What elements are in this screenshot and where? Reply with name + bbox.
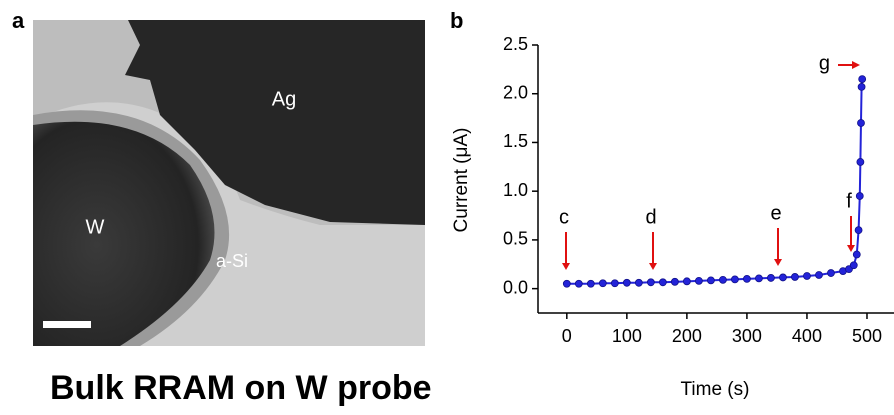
y-tick-label: 0.0 bbox=[503, 277, 528, 297]
w-tip bbox=[33, 121, 215, 347]
data-point bbox=[670, 277, 679, 286]
data-point bbox=[815, 271, 823, 279]
panel-label: b bbox=[450, 8, 463, 33]
data-point bbox=[755, 274, 763, 283]
data-point bbox=[743, 274, 751, 283]
data-point bbox=[562, 279, 571, 288]
data-point bbox=[803, 272, 811, 280]
annotation-arrowhead bbox=[852, 61, 860, 69]
data-point bbox=[682, 277, 691, 286]
data-point bbox=[586, 279, 595, 288]
x-axis-label: Time (s) bbox=[681, 379, 750, 400]
annotation-label: d bbox=[645, 206, 656, 228]
x-tick-label: 0 bbox=[562, 326, 572, 346]
data-point bbox=[856, 158, 865, 166]
annotation-arrowhead bbox=[774, 259, 782, 266]
data-point bbox=[598, 279, 607, 288]
annotation-arrowhead bbox=[649, 263, 657, 270]
data-point bbox=[622, 278, 631, 287]
annotation-label: g bbox=[819, 52, 830, 74]
x-tick-label: 500 bbox=[852, 326, 882, 346]
annotation-label: f bbox=[846, 190, 852, 212]
data-point bbox=[791, 273, 799, 281]
data-line bbox=[566, 79, 864, 285]
x-tick-label: 200 bbox=[672, 326, 702, 346]
data-point bbox=[719, 275, 727, 284]
tem-image: Ag W a-Si bbox=[33, 20, 425, 347]
data-point bbox=[857, 83, 866, 91]
x-tick-label: 100 bbox=[612, 326, 642, 346]
data-point bbox=[694, 276, 703, 285]
data-point bbox=[858, 75, 867, 84]
annotation-label: c bbox=[559, 206, 569, 228]
x-tick-label: 300 bbox=[732, 326, 762, 346]
data-point bbox=[574, 279, 583, 288]
data-point bbox=[852, 250, 861, 259]
y-tick-label: 0.5 bbox=[503, 229, 528, 249]
image-label: W bbox=[86, 216, 105, 238]
data-point bbox=[731, 275, 739, 284]
caption: Bulk RRAM on W probe bbox=[50, 369, 432, 407]
data-point bbox=[857, 119, 865, 127]
data-point bbox=[779, 273, 787, 282]
image-label: a-Si bbox=[216, 251, 248, 271]
data-point bbox=[849, 261, 858, 270]
y-tick-label: 2.0 bbox=[503, 82, 528, 102]
data-point bbox=[610, 279, 619, 288]
data-point bbox=[827, 269, 835, 277]
data-point bbox=[854, 226, 863, 235]
scale-bar bbox=[43, 321, 91, 328]
y-tick-label: 1.5 bbox=[503, 131, 528, 151]
y-axis-label: Current (μA) bbox=[451, 128, 472, 233]
data-point bbox=[634, 278, 643, 287]
panel-label: a bbox=[12, 8, 25, 33]
annotation-label: e bbox=[770, 202, 781, 224]
annotation-arrowhead bbox=[562, 263, 570, 270]
data-point bbox=[658, 278, 667, 287]
y-tick-label: 1.0 bbox=[503, 180, 528, 200]
data-point bbox=[855, 192, 864, 200]
y-tick-label: 2.5 bbox=[503, 34, 528, 54]
data-point bbox=[646, 278, 655, 287]
data-point bbox=[767, 274, 775, 282]
ag-region bbox=[125, 20, 425, 225]
image-label: Ag bbox=[272, 88, 296, 110]
annotation-arrowhead bbox=[847, 245, 855, 252]
data-point bbox=[706, 276, 715, 285]
x-tick-label: 400 bbox=[792, 326, 822, 346]
